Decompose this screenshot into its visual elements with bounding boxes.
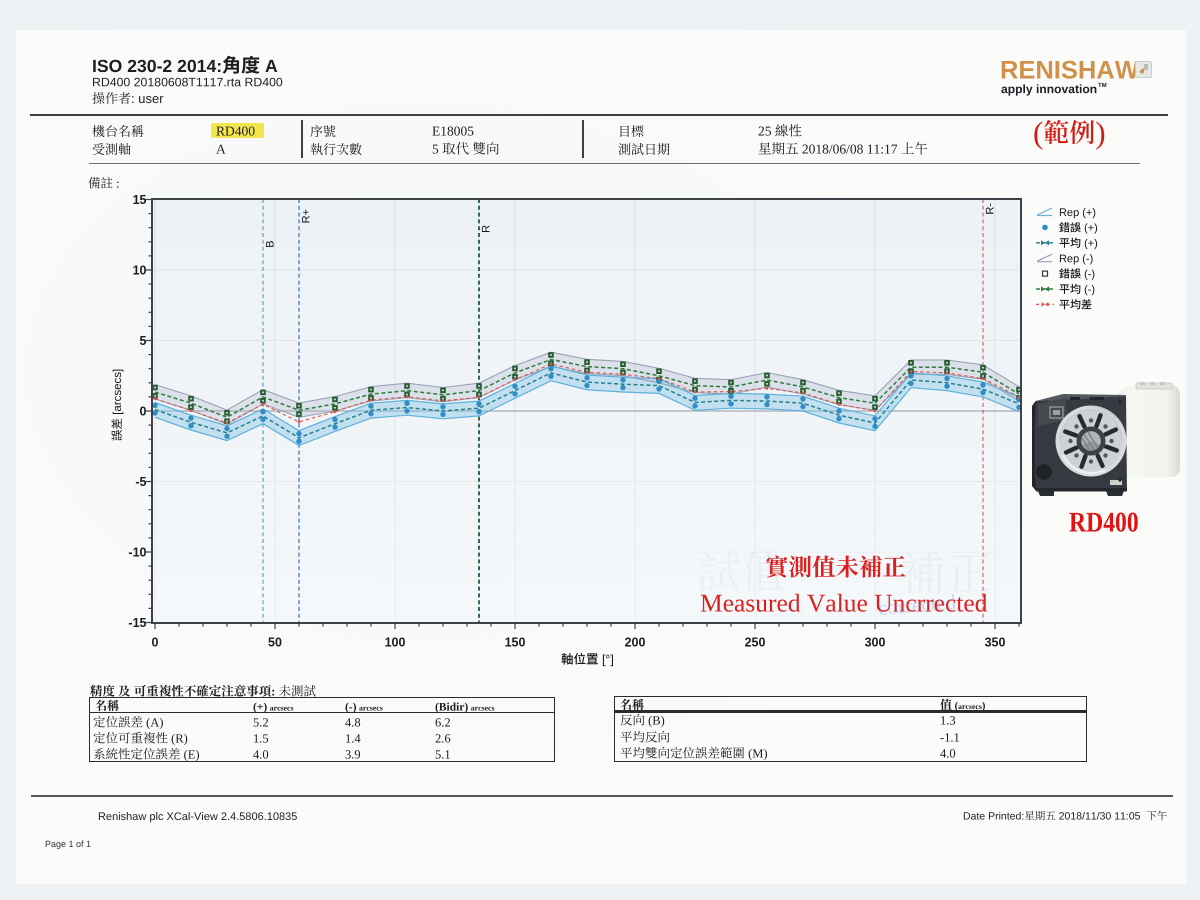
svg-text:350: 350 bbox=[985, 636, 1006, 650]
svg-text:200: 200 bbox=[625, 636, 646, 650]
svg-text:100: 100 bbox=[385, 636, 406, 650]
svg-text:10: 10 bbox=[133, 264, 147, 278]
svg-text:-10: -10 bbox=[128, 546, 146, 560]
svg-text:50: 50 bbox=[268, 636, 282, 650]
svg-text:150: 150 bbox=[505, 636, 526, 650]
svg-text:250: 250 bbox=[745, 636, 766, 650]
svg-text:5: 5 bbox=[140, 334, 147, 348]
svg-text:15: 15 bbox=[133, 193, 147, 207]
svg-text:0: 0 bbox=[140, 405, 147, 419]
svg-text:0: 0 bbox=[152, 636, 159, 650]
svg-text:-5: -5 bbox=[135, 475, 146, 489]
svg-text:300: 300 bbox=[865, 636, 886, 650]
svg-text:-15: -15 bbox=[128, 616, 146, 630]
